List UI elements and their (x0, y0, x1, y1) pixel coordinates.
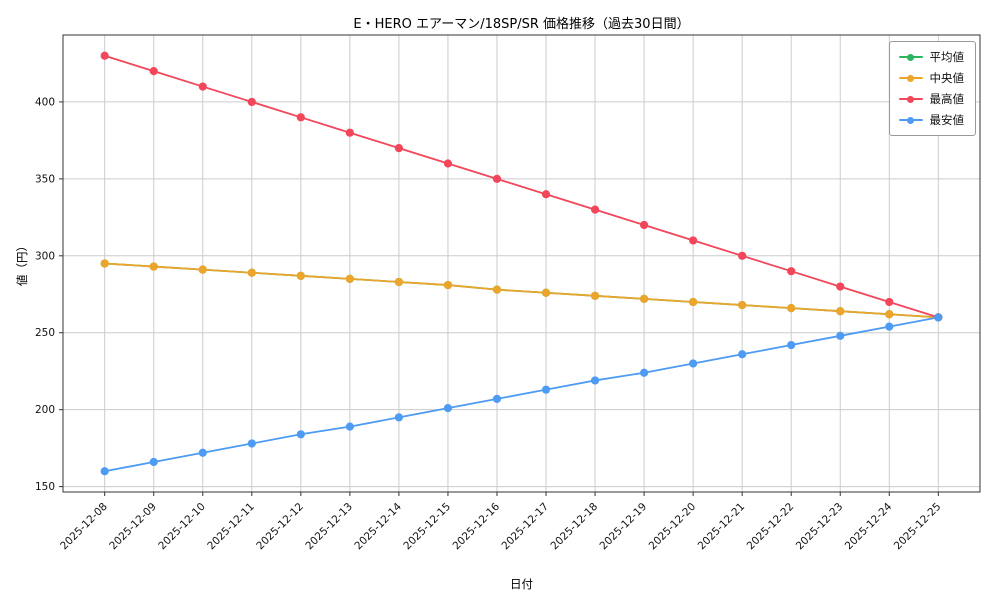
series-marker-3 (590, 376, 600, 385)
series-marker-1 (787, 304, 796, 313)
x-tick-label: 2025-12-21 (696, 501, 748, 553)
x-tick-label: 2025-12-22 (745, 501, 797, 553)
legend-label: 平均値 (929, 50, 965, 64)
series-marker-2 (639, 220, 649, 230)
y-tick-label: 200 (35, 404, 55, 416)
series-marker-1 (541, 288, 551, 297)
x-tick-label: 2025-12-16 (450, 500, 502, 552)
series-marker-2 (738, 251, 747, 260)
series-marker-2 (787, 267, 796, 276)
series-marker-3 (541, 385, 551, 394)
series-marker-1 (100, 259, 109, 268)
x-tick-label: 2025-12-20 (647, 501, 699, 553)
series-marker-3 (787, 340, 796, 350)
series-line-1 (104, 262, 939, 319)
series-marker-3 (149, 457, 158, 467)
series-marker-1 (198, 265, 207, 274)
series-marker-2 (836, 282, 845, 291)
series-marker-3 (934, 313, 943, 322)
series-marker-1 (590, 291, 600, 300)
series-marker-3 (689, 359, 698, 368)
legend-label: 中央値 (929, 71, 965, 85)
series-marker-2 (100, 51, 109, 60)
x-tick-label: 2025-12-25 (892, 501, 944, 553)
legend-label: 最高値 (929, 92, 965, 106)
x-tick-label: 2025-12-18 (549, 501, 601, 553)
x-tick-label: 2025-12-11 (205, 501, 257, 553)
series-marker-3 (296, 430, 305, 439)
series-marker-3 (394, 413, 404, 422)
series-marker-1 (885, 310, 894, 319)
legend-marker-icon (898, 53, 923, 62)
series-marker-3 (639, 368, 649, 377)
series-marker-2 (492, 174, 502, 183)
series-line-2 (104, 54, 939, 319)
legend-marker-icon (898, 95, 923, 104)
series-marker-2 (345, 128, 354, 137)
series-marker-2 (198, 82, 207, 91)
y-tick-label: 300 (35, 250, 55, 262)
series-marker-1 (149, 262, 158, 271)
series-line-3 (104, 316, 939, 473)
series-marker-1 (738, 300, 747, 310)
series-marker-3 (443, 404, 453, 413)
series-marker-2 (689, 236, 698, 245)
series-marker-3 (100, 467, 109, 476)
x-tick-label: 2025-12-08 (58, 501, 110, 553)
y-tick-label: 150 (35, 481, 55, 493)
x-tick-label: 2025-12-17 (499, 501, 551, 553)
y-tick-label: 250 (35, 327, 55, 339)
series-marker-2 (443, 159, 453, 168)
legend-marker-icon (898, 116, 923, 125)
series-marker-2 (247, 97, 256, 107)
x-tick-label: 2025-12-23 (794, 501, 846, 553)
legend: 平均値中央値最高値最安値 (888, 41, 976, 136)
x-tick-label: 2025-12-13 (303, 501, 355, 553)
series-marker-2 (590, 205, 600, 214)
series-marker-2 (541, 190, 551, 199)
x-tick-label: 2025-12-19 (598, 501, 650, 553)
series-marker-1 (689, 297, 698, 307)
series-marker-1 (443, 280, 453, 290)
x-axis-label: 日付 (510, 577, 533, 591)
series-marker-3 (836, 331, 845, 340)
series-marker-3 (492, 394, 502, 404)
series-marker-1 (639, 294, 649, 303)
legend-item: 最高値 (898, 91, 965, 107)
series-marker-1 (492, 285, 502, 294)
legend-marker-icon (898, 74, 923, 83)
legend-label: 最安値 (929, 113, 965, 127)
x-tick-label: 2025-12-10 (156, 501, 208, 553)
series-marker-3 (738, 350, 747, 359)
x-tick-label: 2025-12-12 (254, 501, 306, 553)
series-marker-3 (198, 448, 207, 457)
x-tick-label: 2025-12-24 (843, 500, 895, 552)
y-tick-label: 350 (35, 173, 55, 185)
series-marker-1 (836, 307, 845, 316)
x-tick-label: 2025-12-09 (107, 501, 159, 553)
series-marker-2 (149, 67, 158, 76)
chart-title: E・HERO エアーマン/18SP/SR 価格推移（過去30日間） (353, 17, 690, 32)
series-marker-1 (296, 271, 305, 280)
y-tick-label: 400 (35, 96, 55, 108)
x-tick-label: 2025-12-15 (401, 501, 453, 553)
plot-border (62, 34, 981, 493)
series-marker-2 (885, 297, 894, 307)
x-tick-label: 2025-12-14 (352, 500, 404, 552)
series-marker-3 (885, 322, 894, 331)
series-marker-1 (247, 268, 256, 277)
legend-item: 最安値 (898, 112, 965, 128)
series-marker-1 (394, 277, 404, 287)
legend-item: 中央値 (898, 70, 965, 86)
series-marker-2 (394, 143, 404, 153)
series-marker-3 (247, 439, 256, 448)
series-marker-3 (345, 422, 354, 431)
series-marker-2 (296, 113, 305, 122)
legend-item: 平均値 (898, 49, 965, 65)
series-marker-1 (345, 274, 354, 283)
